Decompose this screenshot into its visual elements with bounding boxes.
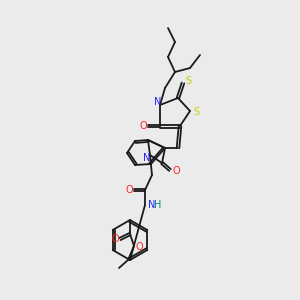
- Text: O: O: [111, 234, 119, 244]
- Text: N: N: [148, 200, 156, 210]
- Text: S: S: [193, 107, 199, 117]
- Text: N: N: [154, 97, 162, 107]
- Text: O: O: [172, 166, 180, 176]
- Text: O: O: [135, 242, 143, 252]
- Text: S: S: [185, 76, 191, 86]
- Text: N: N: [143, 153, 151, 163]
- Text: O: O: [125, 185, 133, 195]
- Text: H: H: [154, 200, 162, 210]
- Text: O: O: [139, 121, 147, 131]
